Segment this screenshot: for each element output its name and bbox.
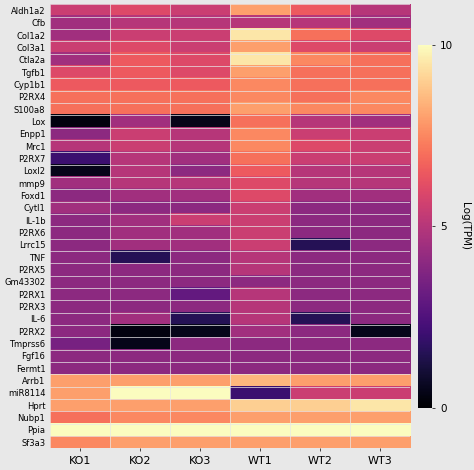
Y-axis label: Log(TPM): Log(TPM) bbox=[460, 202, 470, 250]
